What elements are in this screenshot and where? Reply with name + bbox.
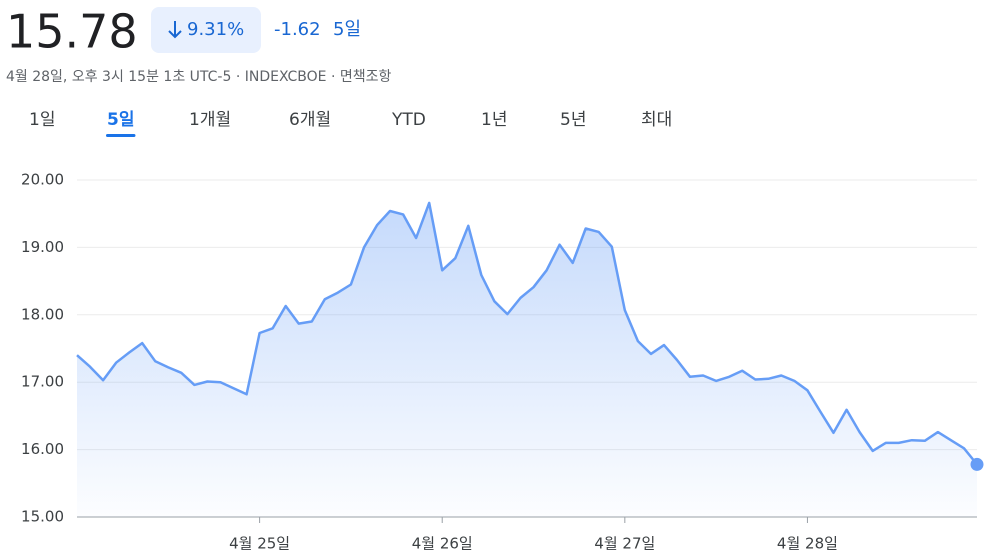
tab[interactable]: 1일 [29,110,55,130]
tab-underline [106,134,136,137]
x-tick-label: 4월 26일 [412,535,473,553]
tab[interactable]: 최대 [641,110,672,130]
tab-bar: 1일 5일 1개월 6개월 YTD 1년 5년 최대 [29,110,672,137]
x-tick-label: 4월 25일 [229,535,290,553]
tab[interactable]: 5년 [560,110,586,130]
y-tick-label: 16.00 [21,440,64,458]
change-value: -1.62 [274,19,321,40]
x-tick-label: 4월 28일 [777,535,838,553]
y-tick-label: 19.00 [21,238,64,256]
y-tick-label: 15.00 [21,508,64,526]
tab[interactable]: YTD [391,110,426,130]
y-tick-label: 17.00 [21,373,64,391]
line [76,201,978,466]
subtitle: 4월 28일, 오후 3시 15분 1초 UTC-5 · INDEXCBOE ·… [6,69,392,85]
tab[interactable]: 1년 [481,110,507,130]
price: 15.78 [6,5,138,59]
change-period: 5일 [333,19,361,40]
chart: 15.00 16.00 17.00 18.00 19.00 20.00 4월 25일 4월 2… [21,171,984,553]
y-tick-label: 20.00 [21,171,64,189]
x-tick-label: 4월 27일 [594,535,655,553]
tab[interactable]: 6개월 [289,110,331,130]
area [77,202,977,517]
tab[interactable]: 1개월 [189,110,231,130]
change-percent: 9.31% [187,19,244,40]
tab[interactable]: 5일 [107,110,134,130]
y-tick-label: 18.00 [21,305,64,323]
down-arrow-icon [168,21,182,39]
change-badge [151,7,261,53]
end-dot [970,457,984,471]
